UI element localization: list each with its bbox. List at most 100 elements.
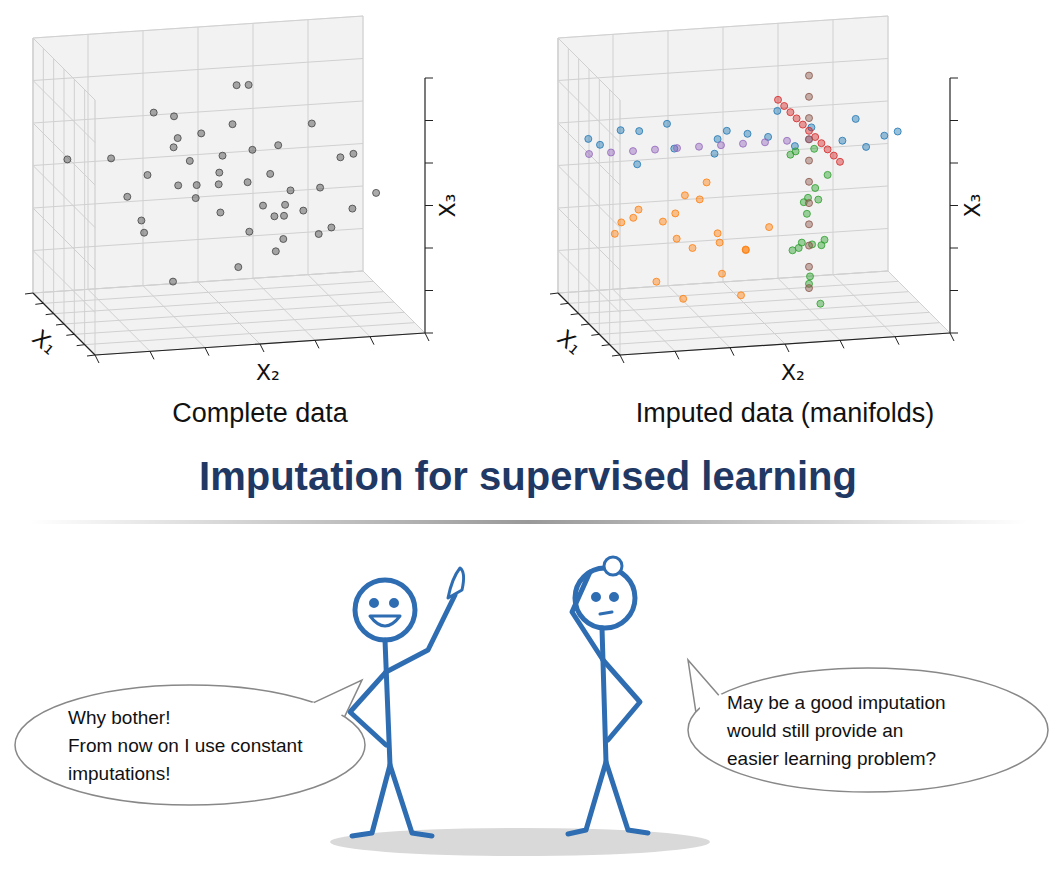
- point: [894, 128, 901, 135]
- point: [597, 141, 604, 148]
- eye: [594, 595, 599, 600]
- speech-text: May be a good imputation: [727, 692, 946, 713]
- point: [260, 202, 267, 209]
- tick-mark: [950, 205, 958, 206]
- speech-text: imputations!: [68, 763, 170, 784]
- grid-line: [558, 271, 888, 293]
- point: [815, 196, 822, 203]
- point: [282, 201, 289, 208]
- point: [740, 140, 747, 147]
- point: [799, 121, 806, 128]
- tick-mark: [25, 293, 33, 294]
- grid-line: [253, 278, 315, 340]
- grid-line: [558, 208, 620, 270]
- point: [723, 127, 730, 134]
- point: [141, 229, 148, 236]
- point: [839, 137, 846, 144]
- point: [349, 205, 356, 212]
- tick-mark: [77, 345, 85, 346]
- point: [703, 179, 710, 186]
- point: [881, 132, 888, 139]
- point: [64, 156, 71, 163]
- tick-mark: [205, 348, 209, 356]
- grid-line: [558, 186, 888, 208]
- point: [287, 187, 294, 194]
- tick-mark: [35, 303, 43, 304]
- point: [275, 142, 282, 149]
- point: [659, 218, 666, 225]
- grid-line: [620, 333, 950, 355]
- cartoon: [330, 557, 710, 856]
- point: [806, 136, 813, 143]
- grid-line: [778, 278, 840, 340]
- point: [807, 273, 814, 280]
- bubble-tail-outline: [688, 660, 719, 712]
- arm: [572, 572, 603, 660]
- slide-title: Imputation for supervised learning: [199, 454, 857, 498]
- point: [806, 200, 813, 207]
- point: [689, 245, 696, 252]
- tick-mark: [950, 78, 958, 79]
- tick-mark: [950, 290, 958, 291]
- grid-line: [888, 271, 950, 333]
- tick-mark: [950, 248, 958, 249]
- point: [824, 171, 831, 178]
- grid-line: [558, 38, 620, 100]
- speech-text: Why bother!: [68, 707, 170, 728]
- point: [198, 130, 205, 137]
- axis-title: X₁: [28, 325, 62, 360]
- bubble-tail: [310, 680, 362, 718]
- tick-mark: [425, 333, 429, 341]
- speech-text: easier learning problem?: [727, 748, 936, 769]
- axis-title: X₂: [256, 360, 280, 385]
- tick-mark: [425, 333, 433, 334]
- point: [108, 155, 115, 162]
- point: [806, 72, 813, 79]
- scatter3d-panel: X₁X₂X₃Complete data: [25, 16, 460, 428]
- grid-line: [143, 286, 205, 348]
- axis-title: X₃: [960, 194, 985, 218]
- point: [635, 206, 642, 213]
- tick-mark: [612, 355, 620, 356]
- point: [192, 195, 199, 202]
- pane: [33, 271, 425, 355]
- grid-line: [33, 208, 95, 270]
- point: [271, 213, 278, 220]
- grid-line: [33, 144, 363, 166]
- legs: [568, 762, 648, 834]
- point: [806, 127, 813, 134]
- point: [789, 247, 796, 254]
- speech-text: From now on I use constant: [68, 735, 303, 756]
- mouth: [600, 612, 612, 614]
- point: [634, 161, 641, 168]
- point: [229, 121, 236, 128]
- speech-text: would still provide an: [726, 720, 903, 741]
- legs: [352, 765, 432, 836]
- point: [738, 292, 745, 299]
- tick-mark: [315, 340, 319, 348]
- grid-line: [33, 271, 363, 293]
- axis-title: X₂: [781, 360, 805, 385]
- tick-mark: [620, 355, 624, 363]
- point: [328, 224, 335, 231]
- grid-line: [363, 271, 425, 333]
- tick-mark: [425, 248, 433, 249]
- grid-line: [198, 282, 260, 344]
- tick-mark: [950, 120, 958, 121]
- point: [806, 178, 813, 185]
- grid-line: [558, 229, 888, 251]
- point: [806, 242, 813, 249]
- tick-mark: [66, 334, 74, 335]
- tick-mark: [150, 351, 154, 359]
- tick-mark: [46, 314, 54, 315]
- point: [787, 151, 794, 158]
- axis-title: X₃: [435, 194, 460, 218]
- scatter3d-panel: X₁X₂X₃Imputed data (manifolds): [550, 16, 985, 428]
- pane: [558, 271, 950, 355]
- point: [787, 109, 794, 116]
- tick-mark: [425, 163, 433, 164]
- head: [355, 580, 415, 640]
- point: [608, 149, 615, 156]
- speech-bubble: Why bother! From now on I use constant imp…: [15, 680, 365, 805]
- point: [630, 214, 637, 221]
